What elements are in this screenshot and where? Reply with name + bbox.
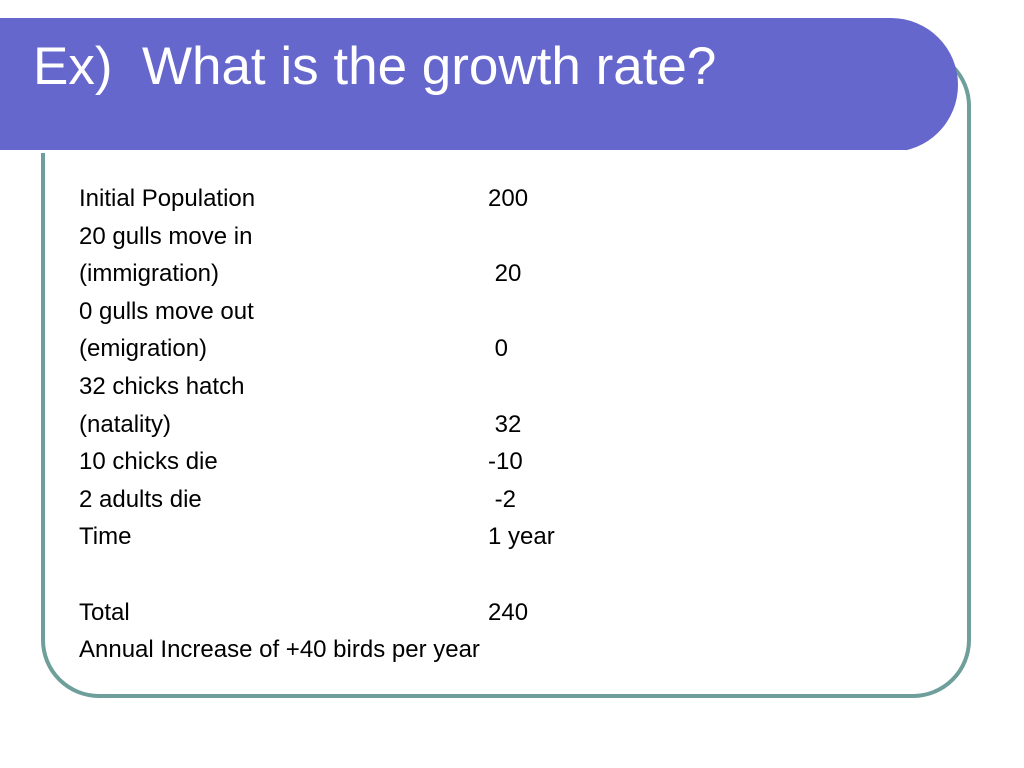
row-value: 240 xyxy=(488,598,529,626)
list-item: (emigration) 0 xyxy=(79,330,619,368)
row-value: -10 xyxy=(488,448,523,476)
list-item xyxy=(79,556,619,594)
row-label: Initial Population xyxy=(79,185,256,212)
row-value: 200 xyxy=(488,185,529,212)
row-label: 0 gulls move out xyxy=(79,297,254,325)
list-item: 0 gulls move out xyxy=(79,293,619,331)
row-label: 32 chicks hatch xyxy=(79,372,245,400)
population-data-list: Initial Population 200 20 gulls move in … xyxy=(79,180,619,669)
list-item: Initial Population 200 xyxy=(79,180,619,218)
row-label: Annual Increase of +40 birds per year xyxy=(79,636,480,664)
list-item: 10 chicks die -10 xyxy=(79,443,619,481)
content-frame xyxy=(41,48,971,698)
list-item: Annual Increase of +40 birds per year xyxy=(79,631,619,669)
title-bar xyxy=(0,18,958,153)
row-label: 2 adults die xyxy=(79,485,202,513)
slide-title: Ex) What is the growth rate? xyxy=(33,37,717,96)
title-underline xyxy=(0,150,906,153)
list-item: 32 chicks hatch xyxy=(79,368,619,406)
row-value: 1 year xyxy=(488,523,555,551)
list-item: Total 240 xyxy=(79,594,619,632)
list-item: 2 adults die -2 xyxy=(79,481,619,519)
row-label: 20 gulls move in xyxy=(79,222,253,250)
list-item: (immigration) 20 xyxy=(79,255,619,293)
row-label: (immigration) xyxy=(79,260,220,288)
row-label: 10 chicks die xyxy=(79,448,218,476)
row-label: Total xyxy=(79,598,130,626)
row-label: (emigration) xyxy=(79,335,208,363)
row-value: 0 xyxy=(488,335,509,363)
list-item: 20 gulls move in xyxy=(79,218,619,256)
row-label: Time xyxy=(79,523,132,551)
row-value: 32 xyxy=(488,410,522,438)
row-value: 20 xyxy=(488,260,522,288)
list-item: (natality) 32 xyxy=(79,406,619,444)
list-item: Time 1 year xyxy=(79,518,619,556)
row-label: (natality) xyxy=(79,410,172,438)
row-value: -2 xyxy=(488,485,517,513)
